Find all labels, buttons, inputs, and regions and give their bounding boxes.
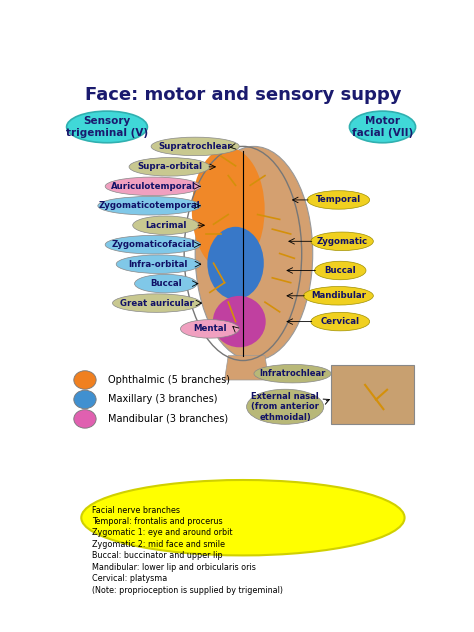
Ellipse shape bbox=[246, 389, 324, 424]
Ellipse shape bbox=[74, 371, 96, 389]
Text: Auriculotemporal: Auriculotemporal bbox=[110, 182, 195, 191]
Text: Cervical: Cervical bbox=[321, 317, 360, 326]
Ellipse shape bbox=[133, 216, 199, 234]
Text: External nasal
(from anterior
ethmoidal): External nasal (from anterior ethmoidal) bbox=[251, 392, 319, 422]
Text: Maxillary (3 branches): Maxillary (3 branches) bbox=[108, 394, 218, 404]
Text: Zygomatic: Zygomatic bbox=[317, 237, 368, 246]
Ellipse shape bbox=[82, 480, 405, 556]
Ellipse shape bbox=[195, 147, 313, 360]
Ellipse shape bbox=[98, 197, 201, 215]
Ellipse shape bbox=[116, 255, 201, 274]
Text: Face: motor and sensory suppy: Face: motor and sensory suppy bbox=[85, 87, 401, 104]
Text: Ophthalmic (5 branches): Ophthalmic (5 branches) bbox=[108, 375, 230, 385]
Ellipse shape bbox=[112, 294, 201, 312]
Text: Lacrimal: Lacrimal bbox=[145, 221, 186, 230]
Text: Mental: Mental bbox=[193, 324, 227, 334]
Ellipse shape bbox=[303, 286, 374, 305]
Text: Motor
facial (VII): Motor facial (VII) bbox=[352, 116, 413, 138]
Ellipse shape bbox=[207, 227, 264, 300]
Ellipse shape bbox=[181, 320, 239, 338]
Text: Supra-orbital: Supra-orbital bbox=[137, 162, 202, 171]
Ellipse shape bbox=[315, 261, 366, 280]
Text: Sensory
trigeminal (V): Sensory trigeminal (V) bbox=[66, 116, 148, 138]
Text: Great auricular: Great auricular bbox=[119, 298, 193, 308]
Ellipse shape bbox=[105, 177, 201, 195]
Ellipse shape bbox=[74, 410, 96, 428]
Ellipse shape bbox=[349, 111, 416, 143]
Text: Mandibular: Mandibular bbox=[311, 291, 366, 300]
Text: Mandibular (3 branches): Mandibular (3 branches) bbox=[108, 414, 228, 424]
Text: Infra-orbital: Infra-orbital bbox=[129, 260, 188, 269]
Text: Buccal: Buccal bbox=[150, 279, 182, 288]
Text: Infratrochlear: Infratrochlear bbox=[259, 369, 326, 378]
Text: Buccal: Buccal bbox=[325, 266, 356, 275]
Text: Facial nerve branches
Temporal: frontalis and procerus
Zygomatic 1: eye and arou: Facial nerve branches Temporal: frontali… bbox=[92, 506, 283, 595]
Ellipse shape bbox=[74, 390, 96, 409]
Ellipse shape bbox=[307, 191, 370, 209]
Ellipse shape bbox=[105, 236, 201, 254]
Ellipse shape bbox=[66, 111, 147, 143]
FancyBboxPatch shape bbox=[331, 365, 414, 424]
Ellipse shape bbox=[311, 232, 374, 250]
Ellipse shape bbox=[192, 147, 264, 272]
Text: Temporal: Temporal bbox=[316, 195, 361, 204]
Ellipse shape bbox=[254, 365, 331, 383]
Ellipse shape bbox=[135, 274, 197, 293]
Ellipse shape bbox=[213, 296, 266, 348]
Text: Supratrochlear: Supratrochlear bbox=[158, 142, 232, 151]
Ellipse shape bbox=[129, 157, 210, 176]
Ellipse shape bbox=[311, 312, 370, 331]
Text: Zygomaticotemporal: Zygomaticotemporal bbox=[99, 201, 200, 210]
Text: Zygomaticofacial: Zygomaticofacial bbox=[111, 240, 195, 249]
Polygon shape bbox=[225, 356, 269, 380]
Ellipse shape bbox=[151, 137, 239, 155]
